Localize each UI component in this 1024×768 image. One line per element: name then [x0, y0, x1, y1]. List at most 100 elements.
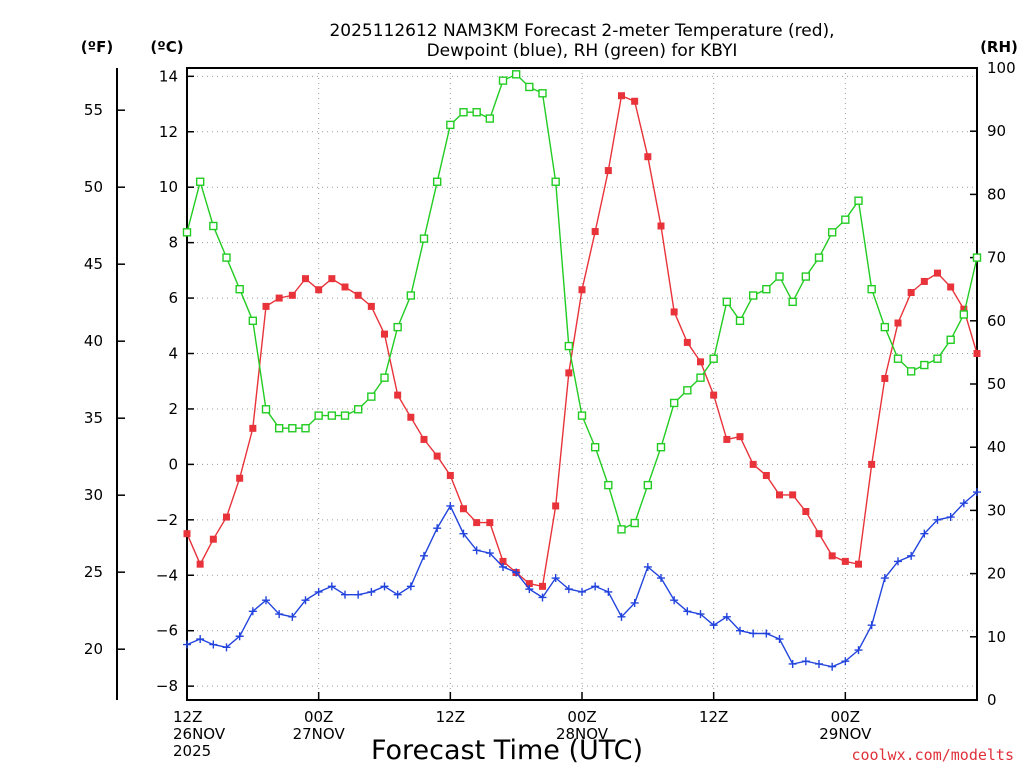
celsius-tick-label: 2: [168, 400, 178, 418]
data-point: [683, 386, 692, 395]
celsius-tick-label: 4: [168, 345, 178, 363]
celsius-tick-label: 10: [159, 178, 178, 196]
time-tick-label: 2025: [173, 742, 211, 760]
fahrenheit-unit-label: (ºF): [81, 38, 113, 56]
data-point: [551, 574, 560, 583]
data-point: [604, 480, 613, 490]
data-point: [709, 354, 718, 363]
data-point: [446, 501, 455, 510]
data-point: [486, 519, 494, 527]
data-point: [657, 222, 665, 230]
data-point: [683, 607, 692, 616]
fahrenheit-tick-label: 20: [84, 640, 103, 658]
data-point: [960, 305, 968, 313]
data-point: [354, 291, 362, 299]
data-point: [789, 491, 797, 499]
data-point: [249, 424, 257, 432]
data-point: [420, 435, 428, 443]
data-point: [880, 322, 890, 332]
data-point: [195, 177, 205, 186]
data-point: [855, 560, 862, 568]
data-point: [459, 529, 468, 538]
data-point: [420, 551, 428, 560]
data-point: [407, 413, 415, 421]
data-point: [670, 596, 679, 605]
data-point: [248, 607, 257, 616]
data-point: [631, 97, 639, 105]
data-point: [762, 629, 771, 638]
data-point: [446, 120, 455, 130]
time-tick-label: 00Z: [304, 708, 333, 726]
data-point: [946, 513, 955, 522]
fahrenheit-tick-label: 55: [84, 101, 103, 119]
time-tick-label: 00Z: [567, 708, 596, 726]
data-point: [854, 646, 863, 655]
fahrenheit-axis: 55 50 45 40 35 30 25 20: [84, 101, 125, 658]
data-point: [828, 662, 837, 671]
time-tick-label: 00Z: [831, 708, 860, 726]
celsius-tick-label: −6: [156, 622, 178, 640]
data-point: [472, 546, 481, 555]
rh-tick-label: 0: [987, 691, 997, 709]
data-point: [578, 286, 586, 294]
time-tick-label: 12Z: [436, 708, 465, 726]
data-point: [959, 310, 969, 319]
data-point: [776, 491, 783, 499]
rh-tick-label: 20: [987, 565, 1006, 583]
data-point: [393, 590, 402, 599]
celsius-tick-label: 6: [168, 289, 178, 307]
data-point: [222, 253, 231, 262]
data-point: [367, 392, 376, 401]
data-point: [302, 275, 309, 283]
data-point: [894, 557, 902, 566]
data-point: [538, 593, 547, 602]
data-point: [525, 580, 533, 588]
data-point: [959, 499, 968, 508]
fahrenheit-tick-label: 30: [84, 486, 103, 504]
data-point: [723, 435, 731, 443]
data-point: [327, 582, 336, 591]
series-line: [186, 94, 978, 588]
data-point: [460, 505, 467, 513]
celsius-tick-label: 12: [159, 123, 178, 141]
data-point: [643, 562, 652, 571]
fahrenheit-tick-label: 40: [84, 332, 103, 350]
data-point: [907, 551, 916, 560]
rh-tick-label: 70: [987, 249, 1006, 267]
rh-tick-label: 60: [987, 312, 1006, 330]
data-point: [591, 228, 599, 236]
data-point: [499, 562, 507, 571]
data-point: [670, 308, 678, 316]
data-point: [275, 610, 284, 619]
data-point: [841, 215, 850, 224]
data-point: [222, 643, 231, 652]
data-point: [578, 587, 586, 596]
data-point: [328, 275, 336, 283]
data-point: [498, 76, 508, 85]
data-point: [235, 632, 244, 641]
time-tick-label: 12Z: [173, 708, 202, 726]
data-point: [748, 291, 758, 300]
data-point: [539, 582, 546, 590]
rh-unit-label: (RH): [980, 38, 1018, 56]
rh-tick-label: 10: [987, 628, 1006, 646]
data-point: [920, 277, 928, 285]
data-point: [538, 89, 547, 98]
data-point: [380, 373, 389, 382]
x-axis-label: Forecast Time (UTC): [371, 735, 643, 766]
data-point: [354, 590, 363, 599]
fahrenheit-tick-label: 45: [84, 255, 103, 273]
data-point: [617, 612, 626, 621]
data-point: [183, 640, 191, 649]
data-point: [827, 228, 837, 237]
data-point: [920, 360, 929, 370]
data-point: [473, 519, 481, 527]
data-point: [223, 513, 230, 521]
data-point: [419, 234, 429, 243]
data-point: [749, 629, 758, 638]
fahrenheit-tick-label: 25: [84, 563, 103, 581]
data-point: [367, 302, 375, 310]
data-point: [854, 196, 863, 205]
data-point: [512, 568, 521, 577]
data-point: [288, 291, 296, 299]
